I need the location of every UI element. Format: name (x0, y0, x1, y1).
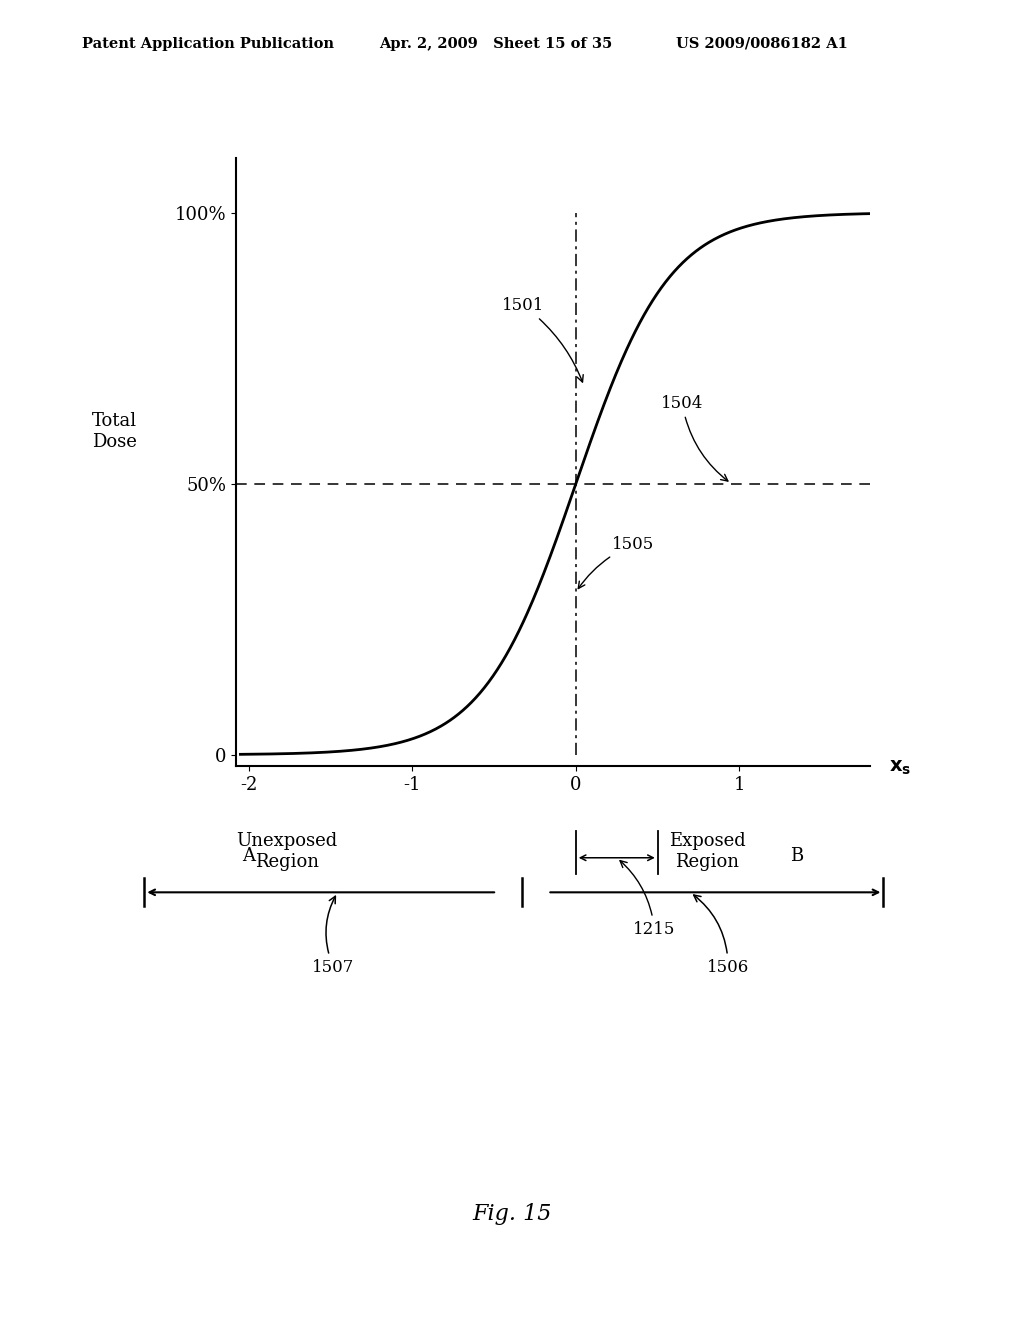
Text: Apr. 2, 2009   Sheet 15 of 35: Apr. 2, 2009 Sheet 15 of 35 (379, 37, 612, 51)
Text: Fig. 15: Fig. 15 (472, 1203, 552, 1225)
Text: 1505: 1505 (579, 536, 654, 589)
Text: B: B (791, 847, 804, 865)
Text: 1507: 1507 (312, 896, 354, 975)
Text: Unexposed
Region: Unexposed Region (237, 832, 338, 871)
Text: US 2009/0086182 A1: US 2009/0086182 A1 (676, 37, 848, 51)
Text: 1215: 1215 (620, 861, 676, 937)
Text: Patent Application Publication: Patent Application Publication (82, 37, 334, 51)
Text: $\mathbf{x}_\mathbf{s}$: $\mathbf{x}_\mathbf{s}$ (889, 759, 911, 777)
Text: Total
Dose: Total Dose (92, 412, 137, 451)
Text: 1504: 1504 (660, 395, 728, 480)
Text: A: A (242, 847, 255, 865)
Text: 1506: 1506 (693, 895, 750, 975)
Text: Exposed
Region: Exposed Region (669, 832, 745, 871)
Text: 1501: 1501 (502, 297, 584, 381)
